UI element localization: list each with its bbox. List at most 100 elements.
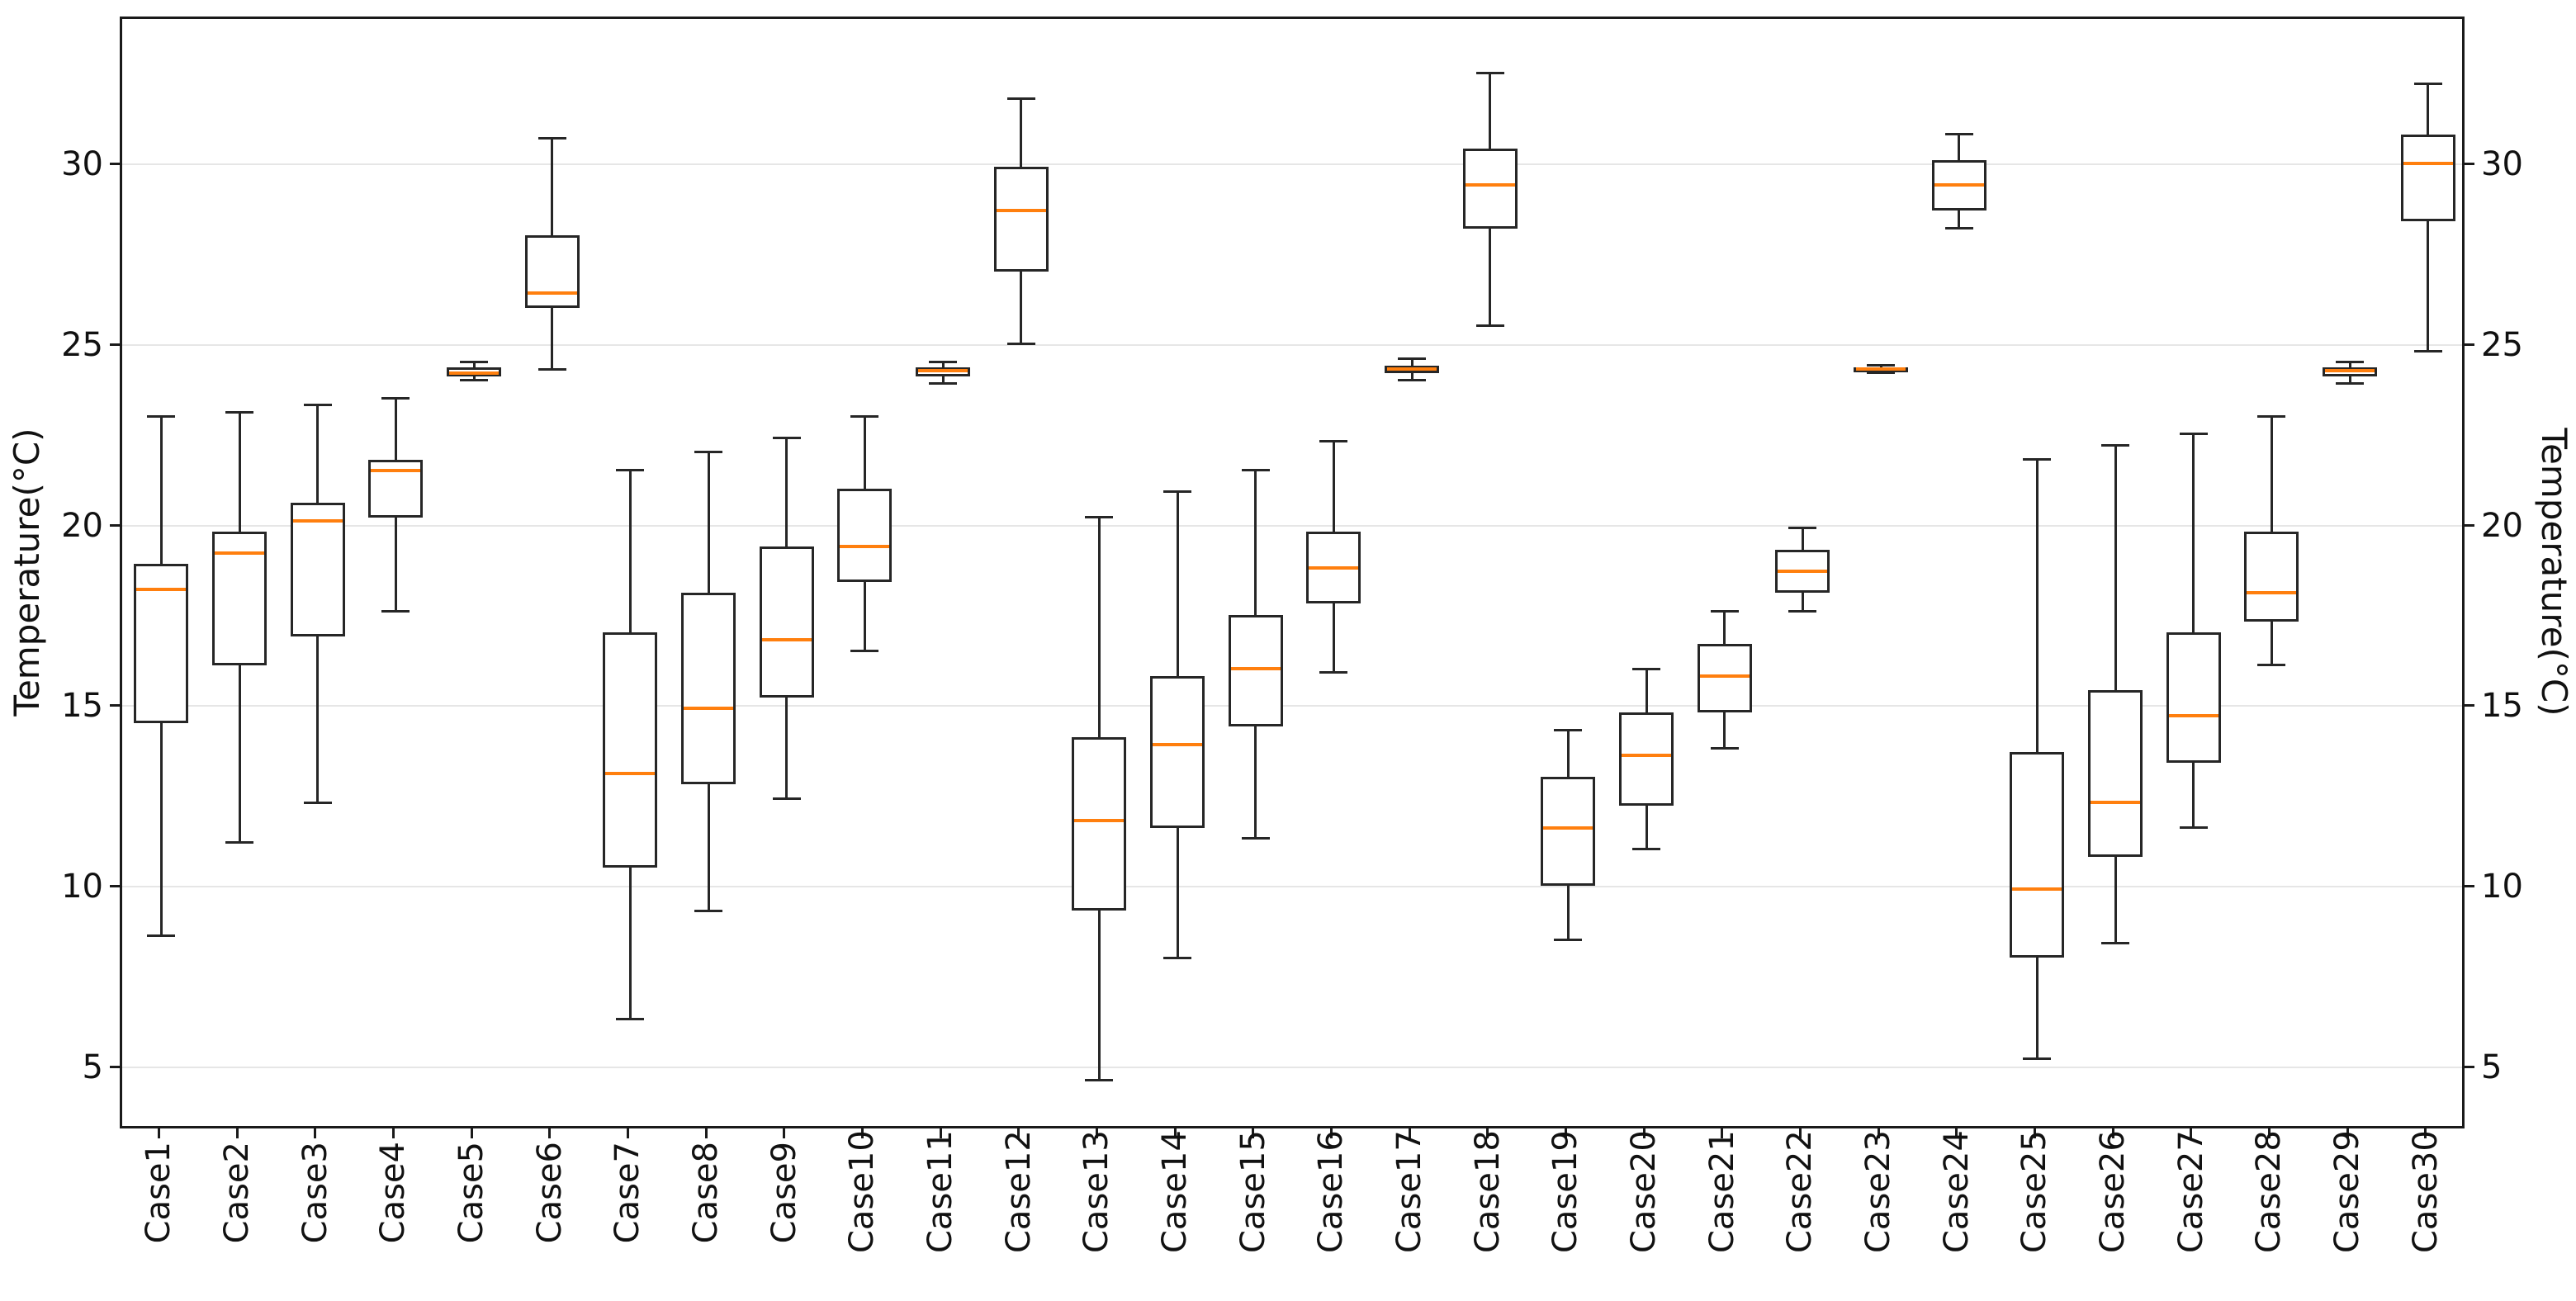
- whisker-cap-top-case24: [1944, 133, 1973, 136]
- x-tick-mark-case23: [1877, 1128, 1880, 1138]
- box-rect-case13: [1072, 737, 1127, 911]
- x-tick-label-case1: Case1: [140, 1142, 178, 1244]
- x-tick-mark-case25: [2033, 1128, 2036, 1138]
- whisker-cap-top-case13: [1085, 516, 1114, 519]
- box-rect-case14: [1150, 675, 1205, 828]
- box-rect-case28: [2244, 532, 2299, 622]
- median-line-case23: [1856, 367, 1906, 371]
- box-rect-case8: [681, 593, 736, 785]
- x-tick-label-case10: Case10: [843, 1130, 882, 1253]
- y-tick-label-left-10: 10: [61, 867, 103, 906]
- x-tick-label-case24: Case24: [1937, 1130, 1976, 1253]
- box-rect-case20: [1619, 712, 1674, 807]
- median-line-case9: [761, 638, 812, 642]
- whisker-cap-bottom-case10: [850, 649, 879, 652]
- y-tick-mark-left-5: [110, 1065, 120, 1068]
- x-tick-mark-case5: [470, 1128, 473, 1138]
- whisker-cap-top-case5: [460, 360, 488, 363]
- whisker-cap-top-case1: [147, 414, 176, 418]
- y-tick-label-right-30: 30: [2481, 145, 2523, 184]
- y-tick-label-right-5: 5: [2481, 1048, 2503, 1086]
- whisker-cap-bottom-case9: [772, 797, 801, 801]
- x-tick-label-case4: Case4: [374, 1142, 413, 1244]
- whisker-cap-bottom-case2: [225, 840, 253, 844]
- x-tick-label-case12: Case12: [999, 1130, 1038, 1253]
- median-line-case15: [1230, 667, 1281, 671]
- whisker-cap-bottom-case19: [1554, 938, 1583, 941]
- median-line-case4: [371, 468, 421, 472]
- whisker-cap-bottom-case28: [2257, 664, 2286, 667]
- x-tick-label-case20: Case20: [1625, 1130, 1663, 1253]
- box-rect-case3: [290, 503, 345, 636]
- x-tick-label-case17: Case17: [1390, 1130, 1428, 1253]
- whisker-cap-bottom-case14: [1163, 956, 1191, 959]
- x-tick-mark-case24: [1955, 1128, 1958, 1138]
- y-tick-mark-right-25: [2465, 343, 2474, 346]
- whisker-cap-top-case9: [772, 436, 801, 439]
- x-tick-label-case8: Case8: [687, 1142, 725, 1244]
- y-tick-mark-right-30: [2465, 163, 2474, 166]
- median-line-case25: [2012, 887, 2062, 891]
- x-tick-mark-case12: [1017, 1128, 1020, 1138]
- gridline-20: [122, 524, 2462, 527]
- whisker-cap-top-case27: [2179, 433, 2208, 436]
- whisker-cap-bottom-case1: [147, 934, 176, 938]
- x-tick-mark-case11: [939, 1128, 942, 1138]
- y-tick-label-right-15: 15: [2481, 687, 2523, 726]
- median-line-case6: [527, 291, 577, 296]
- box-rect-case12: [993, 167, 1049, 272]
- y-tick-mark-left-10: [110, 884, 120, 887]
- x-tick-label-case29: Case29: [2328, 1130, 2366, 1253]
- x-tick-mark-case1: [157, 1128, 160, 1138]
- median-line-case27: [2168, 714, 2218, 718]
- y-tick-mark-right-20: [2465, 523, 2474, 527]
- whisker-cap-top-case11: [929, 360, 957, 363]
- y-tick-mark-right-10: [2465, 884, 2474, 887]
- x-tick-label-case25: Case25: [2015, 1130, 2054, 1253]
- whisker-cap-top-case25: [2023, 458, 2052, 461]
- x-tick-mark-case4: [391, 1128, 395, 1138]
- x-tick-mark-case29: [2346, 1128, 2349, 1138]
- y-tick-label-left-30: 30: [61, 145, 103, 184]
- median-line-case2: [215, 551, 264, 556]
- x-tick-label-case3: Case3: [296, 1142, 334, 1244]
- whisker-cap-top-case6: [537, 136, 566, 140]
- x-tick-mark-case27: [2190, 1128, 2193, 1138]
- box-rect-case15: [1228, 614, 1283, 727]
- box-rect-case27: [2166, 632, 2221, 763]
- whisker-cap-top-case4: [381, 396, 410, 400]
- whisker-cap-top-case29: [2336, 360, 2364, 363]
- x-tick-label-case7: Case7: [608, 1142, 647, 1244]
- whisker-cap-top-case18: [1475, 72, 1504, 75]
- box-rect-case19: [1541, 777, 1596, 886]
- median-line-case5: [449, 371, 499, 375]
- box-rect-case7: [603, 632, 658, 868]
- y-tick-label-left-25: 25: [61, 325, 103, 364]
- whisker-cap-top-case12: [1006, 97, 1035, 100]
- x-tick-label-case5: Case5: [452, 1142, 490, 1244]
- y-tick-mark-left-30: [110, 163, 120, 166]
- median-line-case17: [1387, 367, 1437, 371]
- whisker-cap-top-case20: [1632, 667, 1660, 670]
- whisker-cap-top-case23: [1867, 364, 1895, 367]
- x-tick-mark-case16: [1329, 1128, 1333, 1138]
- x-tick-mark-case14: [1173, 1128, 1177, 1138]
- x-tick-mark-case15: [1252, 1128, 1255, 1138]
- box-rect-case25: [2010, 751, 2065, 958]
- whisker-cap-top-case15: [1241, 469, 1270, 472]
- whisker-cap-bottom-case22: [1788, 609, 1817, 613]
- box-rect-case30: [2400, 134, 2455, 221]
- box-rect-case9: [759, 546, 814, 698]
- plot-area: [120, 17, 2465, 1128]
- whisker-cap-top-case19: [1554, 729, 1583, 732]
- x-tick-mark-case7: [626, 1128, 629, 1138]
- median-line-case29: [2325, 369, 2375, 373]
- y-tick-label-right-25: 25: [2481, 325, 2523, 364]
- whisker-cap-bottom-case23: [1867, 371, 1895, 375]
- whisker-cap-top-case2: [225, 411, 253, 414]
- whisker-cap-bottom-case20: [1632, 848, 1660, 851]
- box-rect-case21: [1697, 643, 1752, 712]
- box-rect-case26: [2088, 690, 2143, 857]
- y-tick-mark-left-20: [110, 523, 120, 527]
